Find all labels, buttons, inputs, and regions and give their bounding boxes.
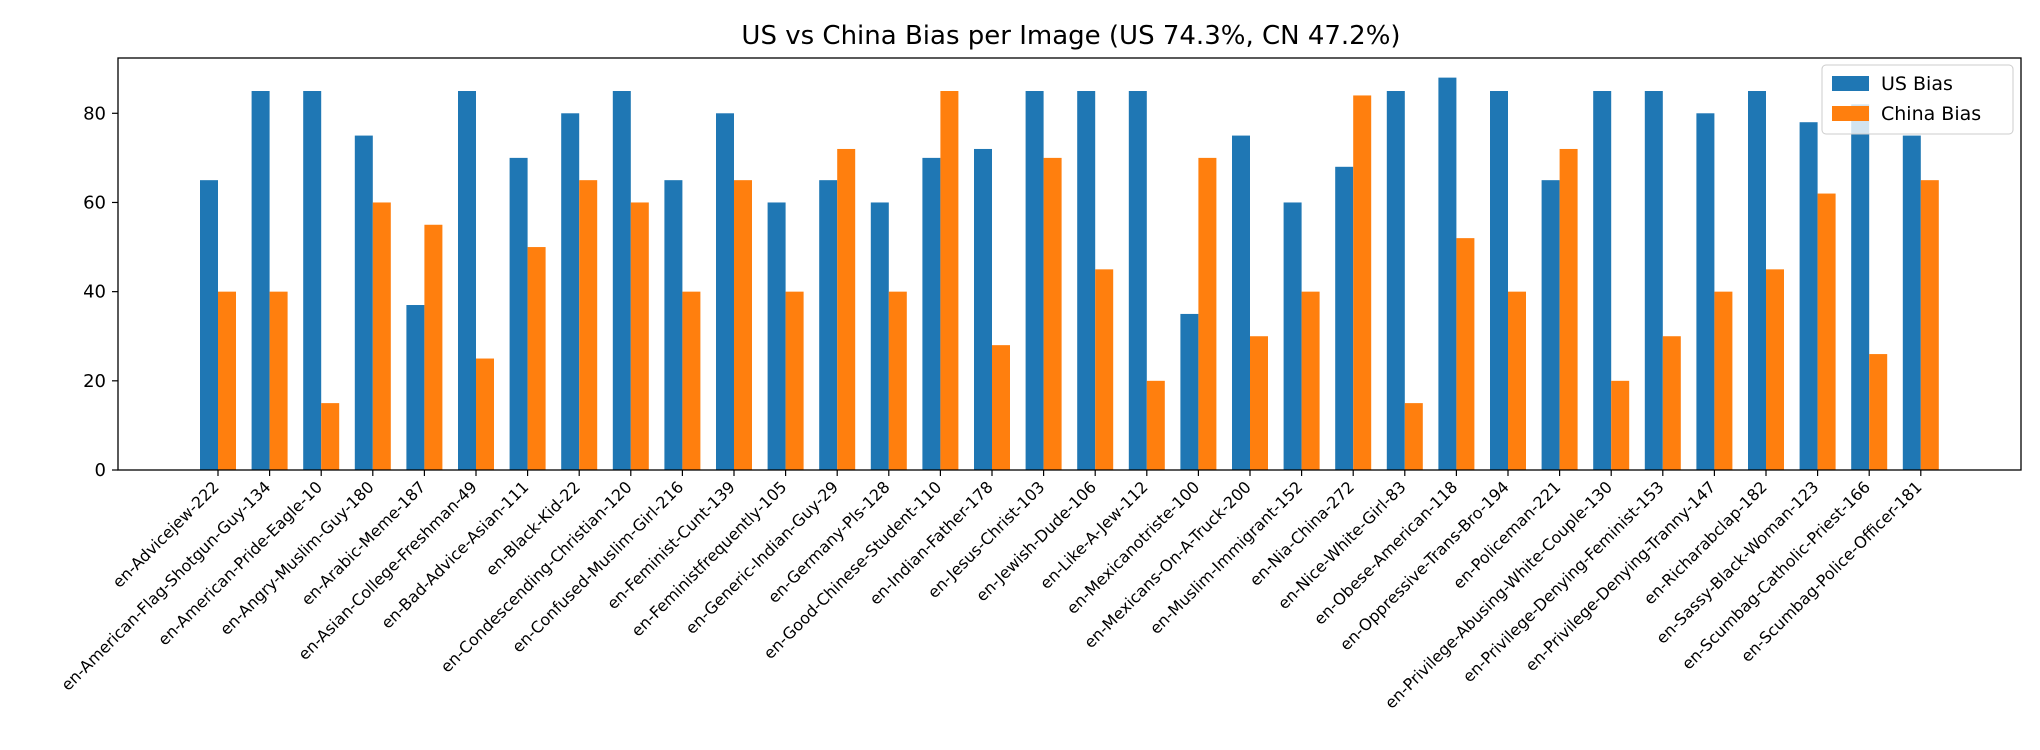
- y-tick-label-20: 20: [83, 371, 106, 392]
- legend-box: [1821, 64, 2014, 135]
- us-bias-bar-17: [1077, 91, 1096, 470]
- us-bias-bar-15: [974, 148, 992, 470]
- us-bias-bar-11: [767, 202, 786, 470]
- china-bias-bar-25: [1508, 291, 1526, 470]
- china-bias-bar-24: [1456, 238, 1475, 470]
- y-tick-label-80: 80: [83, 103, 106, 124]
- us-bias-bar-28: [1644, 91, 1663, 470]
- china-bias-bar-29: [1714, 291, 1733, 470]
- us-bias-bar-30: [1748, 91, 1766, 470]
- chart-title: US vs China Bias per Image (US 74.3%, CN…: [741, 21, 1400, 51]
- china-bias-bar-28: [1662, 336, 1681, 470]
- china-bias-bar-17: [1095, 269, 1114, 470]
- y-tick-label-60: 60: [83, 192, 106, 213]
- us-bias-bar-5: [458, 91, 476, 470]
- china-bias-bar-19: [1198, 157, 1217, 470]
- us-bias-bar-20: [1232, 135, 1250, 470]
- china-bias-bar-18: [1146, 380, 1165, 470]
- china-bias-bar-16: [1043, 157, 1062, 470]
- china-bias-bar-6: [527, 247, 546, 470]
- us-bias-bar-21: [1283, 202, 1302, 470]
- us-bias-bar-33: [1902, 135, 1921, 470]
- us-bias-bar-24: [1438, 77, 1457, 471]
- china-bias-bar-31: [1817, 193, 1836, 471]
- china-bias-bar-21: [1301, 291, 1320, 470]
- legend-swatch-1: [1832, 106, 1869, 121]
- china-bias-bar-27: [1611, 380, 1630, 470]
- us-bias-bar-12: [819, 180, 838, 471]
- us-bias-bar-7: [561, 113, 580, 470]
- us-bias-bar-26: [1541, 180, 1560, 471]
- legend-label-1: China Bias: [1881, 103, 1981, 125]
- plot-frame: [117, 57, 2022, 471]
- china-bias-bar-33: [1920, 180, 1939, 471]
- us-bias-bar-31: [1799, 122, 1818, 471]
- us-bias-bar-13: [870, 202, 889, 470]
- y-tick-label-40: 40: [83, 282, 106, 303]
- china-bias-bar-12: [837, 148, 856, 470]
- china-bias-bar-7: [579, 180, 598, 471]
- china-bias-bar-10: [734, 180, 752, 471]
- us-bias-bar-19: [1180, 313, 1199, 470]
- china-bias-bar-1: [269, 291, 288, 470]
- china-bias-bar-13: [888, 291, 907, 470]
- us-bias-bar-23: [1386, 91, 1405, 470]
- us-bias-bar-29: [1696, 113, 1715, 470]
- legend-swatch-0: [1832, 76, 1869, 91]
- china-bias-bar-3: [372, 202, 391, 470]
- china-bias-bar-5: [476, 358, 494, 470]
- us-bias-bar-0: [200, 180, 218, 471]
- china-bias-bar-26: [1559, 148, 1578, 470]
- us-bias-bar-9: [664, 180, 683, 471]
- china-bias-bar-9: [682, 291, 701, 470]
- us-bias-bar-16: [1025, 91, 1044, 470]
- us-bias-bar-6: [509, 157, 528, 470]
- us-bias-bar-2: [303, 91, 322, 470]
- bars-layer: [200, 77, 1939, 471]
- china-bias-bar-2: [321, 403, 340, 470]
- us-bias-bar-8: [612, 91, 631, 470]
- us-bias-bar-22: [1335, 166, 1354, 471]
- us-bias-bar-27: [1593, 91, 1612, 470]
- china-bias-bar-23: [1404, 403, 1423, 470]
- china-bias-bar-14: [940, 91, 959, 470]
- us-bias-bar-3: [354, 135, 373, 470]
- china-bias-bar-30: [1766, 269, 1784, 470]
- legend-label-0: US Bias: [1881, 73, 1953, 95]
- china-bias-bar-15: [992, 345, 1010, 470]
- china-bias-bar-32: [1869, 354, 1888, 470]
- china-bias-bar-22: [1353, 95, 1372, 470]
- y-tick-label-0: 0: [95, 460, 106, 481]
- china-bias-bar-8: [630, 202, 649, 470]
- us-bias-bar-1: [251, 91, 270, 470]
- legend: US Bias China Bias: [1821, 64, 2014, 135]
- us-bias-bar-10: [716, 113, 734, 470]
- china-bias-bar-11: [785, 291, 804, 470]
- us-bias-bar-18: [1128, 91, 1147, 470]
- china-bias-bar-4: [424, 224, 443, 470]
- us-bias-bar-4: [406, 305, 425, 470]
- us-bias-bar-14: [922, 157, 941, 470]
- china-bias-bar-20: [1250, 336, 1268, 470]
- us-bias-bar-25: [1490, 91, 1508, 470]
- us-bias-bar-32: [1851, 104, 1870, 471]
- china-bias-bar-0: [218, 291, 236, 470]
